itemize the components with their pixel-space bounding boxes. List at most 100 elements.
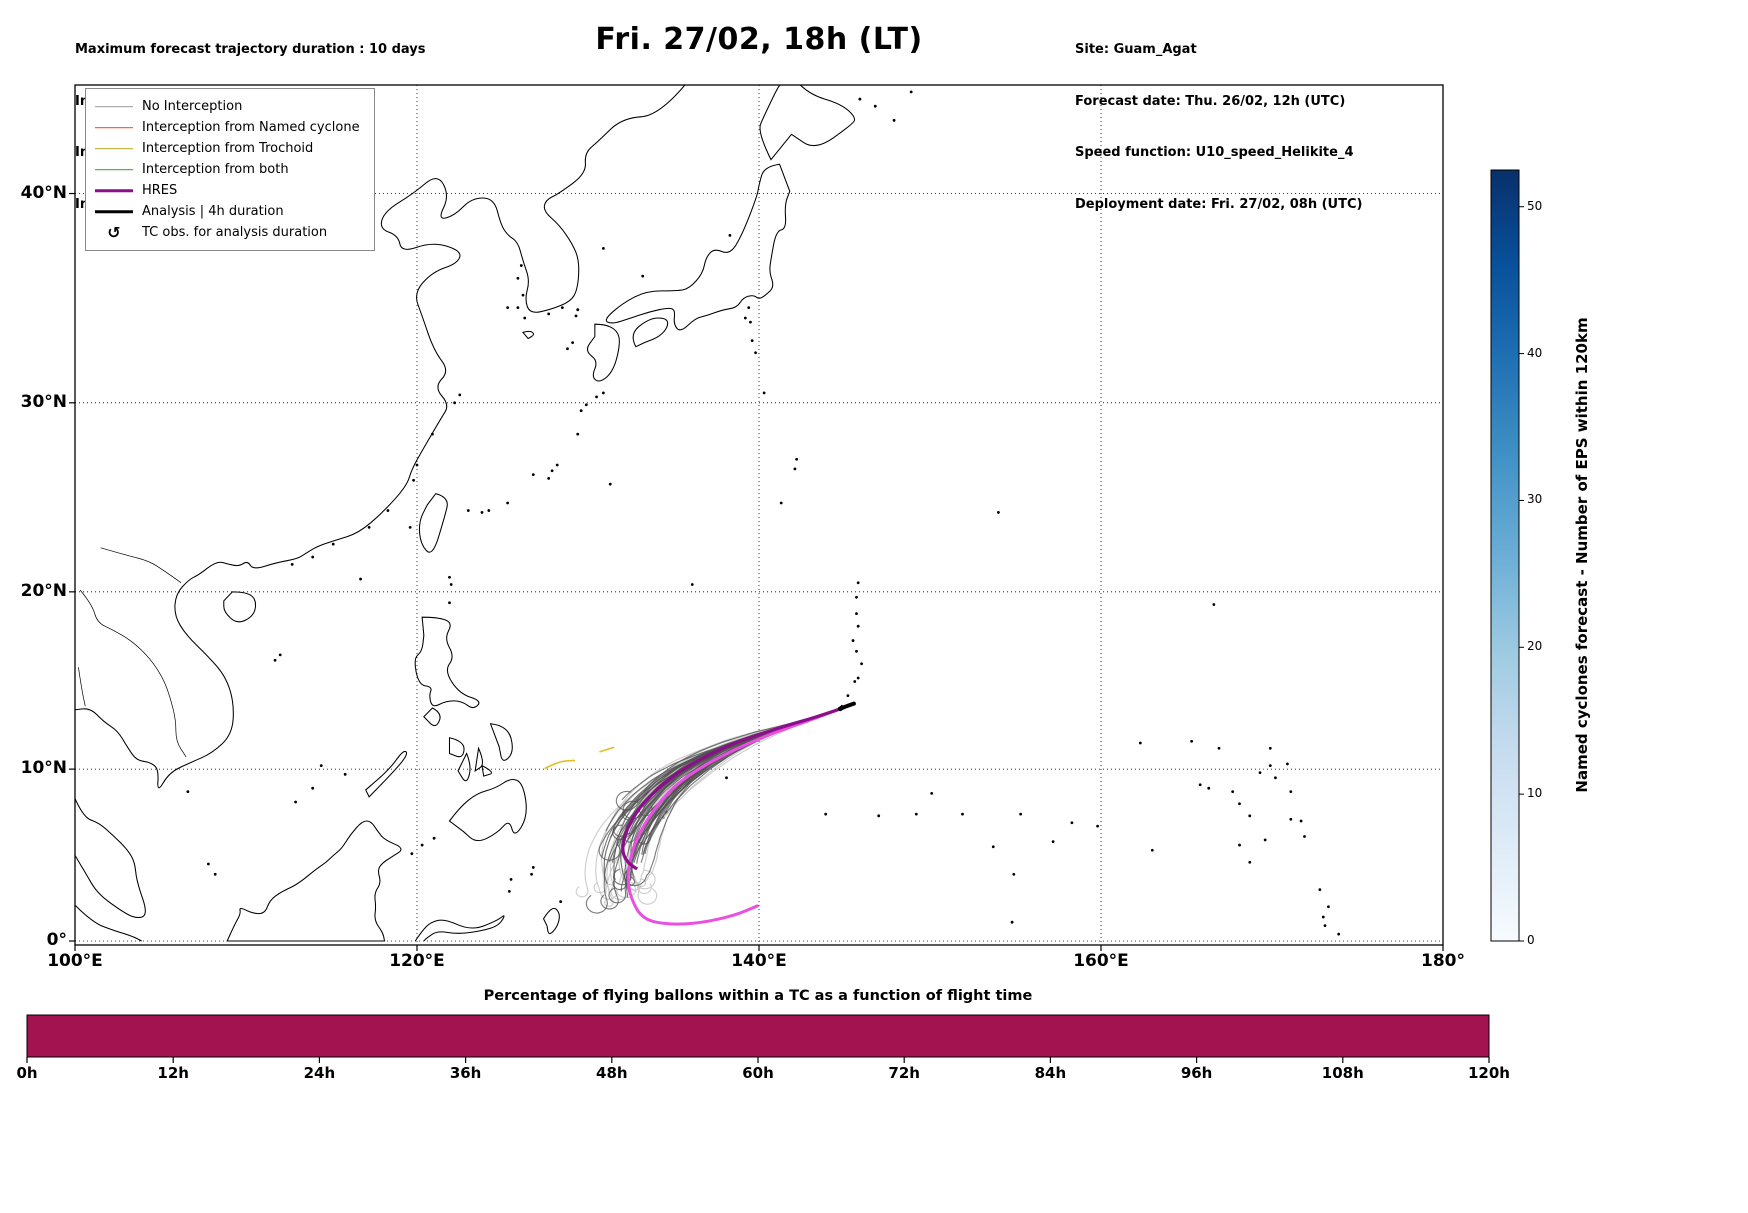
island-dot [1303, 835, 1306, 838]
info-speed-function: Speed function: U10_speed_Helikite_4 [1075, 145, 1354, 161]
bottom-x-tick-label: 120h [1468, 1064, 1510, 1082]
y-tick-label: 30°N [20, 391, 67, 412]
island-dot [1019, 812, 1023, 816]
island-dot [359, 577, 362, 581]
map-plot-area [75, 85, 1443, 945]
island-dot [855, 649, 858, 653]
map-legend: No Interception Interception from Named … [85, 88, 375, 251]
legend-line-swatch [95, 204, 133, 220]
run-info-block: Site: Guam_Agat Forecast date: Thu. 26/0… [1075, 7, 1362, 247]
launch-point-marker [837, 706, 843, 712]
island-dot [601, 246, 605, 250]
coastline-path [587, 323, 620, 382]
island-dot [795, 457, 799, 461]
colorbar-tick-label: 10 [1527, 786, 1543, 801]
info-forecast-date: Forecast date: Thu. 26/02, 12h (UTC) [1075, 93, 1346, 109]
coastline-path [75, 798, 146, 919]
figure-title: Fri. 27/02, 18h (LT) [595, 22, 923, 57]
island-dot [1248, 814, 1252, 818]
island-dot [1318, 888, 1322, 892]
island-dot [273, 658, 277, 662]
island-dot [909, 90, 913, 94]
island-dot [997, 511, 1000, 514]
island-dot [1248, 860, 1252, 864]
legend-line-swatch [95, 141, 133, 157]
x-tick-label: 120°E [389, 951, 445, 971]
colorbar [1490, 169, 1520, 942]
island-dot [754, 351, 757, 355]
island-dot [487, 509, 491, 512]
island-dot [1274, 776, 1277, 780]
y-tick-label: 0° [46, 930, 67, 950]
island-dot [448, 601, 451, 605]
legend-item-label: HRES [142, 183, 178, 198]
coastline-path [365, 750, 408, 798]
island-dot [531, 473, 535, 476]
island-dot [743, 316, 747, 320]
coastline-path [448, 779, 527, 842]
island-dot [1268, 746, 1272, 750]
island-dot [1138, 741, 1142, 745]
island-dot [290, 563, 294, 566]
island-dot [547, 477, 551, 480]
bottom-x-tick-label: 60h [742, 1064, 774, 1082]
legend-item-label: Interception from both [142, 162, 289, 177]
island-dot [343, 772, 347, 776]
coastline-path [481, 764, 492, 777]
island-dot [584, 403, 588, 407]
island-dot [319, 764, 323, 768]
island-dot [523, 316, 527, 320]
island-dot [858, 97, 862, 101]
island-dot [571, 341, 575, 345]
island-dot [856, 676, 860, 680]
island-dot [762, 391, 766, 395]
y-tick-label: 10°N [20, 758, 67, 779]
island-dot [860, 662, 863, 666]
island-dot [531, 866, 535, 869]
analysis-trajectory [838, 701, 856, 711]
island-dot [294, 800, 297, 804]
island-dot [725, 776, 728, 780]
coastline-path [223, 591, 257, 623]
coastline-path [522, 330, 535, 340]
island-dot [892, 118, 896, 122]
island-dot [311, 555, 315, 559]
island-dot [449, 583, 453, 586]
coastline-path [489, 723, 513, 761]
island-dot [1231, 790, 1235, 794]
island-dot [1010, 920, 1014, 924]
legend-item-label: TC obs. for analysis duration [142, 225, 328, 240]
bottom-chart-title: Percentage of flying ballons within a TC… [483, 988, 1033, 1004]
y-tick-label: 20°N [20, 580, 67, 601]
island-dot [793, 467, 797, 471]
island-dot [519, 264, 523, 267]
island-dot [466, 509, 470, 512]
island-dot [550, 469, 554, 473]
island-dot [991, 845, 995, 849]
coastline-path [474, 746, 483, 772]
island-dot [856, 581, 860, 585]
island-dot [367, 525, 371, 529]
island-dot [1263, 838, 1267, 842]
island-dot [1012, 872, 1016, 876]
island-dot [408, 525, 412, 529]
bottom-x-tick-label: 72h [888, 1064, 920, 1082]
island-dot [206, 862, 210, 866]
coastline-path [457, 752, 471, 782]
island-dot [574, 314, 578, 318]
island-dot [1212, 603, 1216, 606]
island-dot [1299, 819, 1303, 823]
colorbar-tick-label: 50 [1527, 198, 1543, 213]
island-dot [415, 463, 419, 467]
coastline-path [542, 907, 560, 935]
island-dot [1051, 840, 1055, 844]
island-dot [516, 276, 520, 280]
coastline-path [414, 915, 505, 942]
ensemble-trajectory [626, 708, 841, 894]
island-dot [410, 852, 414, 856]
info-deployment-date: Deployment date: Fri. 27/02, 08h (UTC) [1075, 196, 1363, 212]
island-dot [480, 511, 484, 514]
legend-item-label: Interception from Named cyclone [142, 120, 360, 135]
legend-line-swatch [95, 120, 133, 136]
